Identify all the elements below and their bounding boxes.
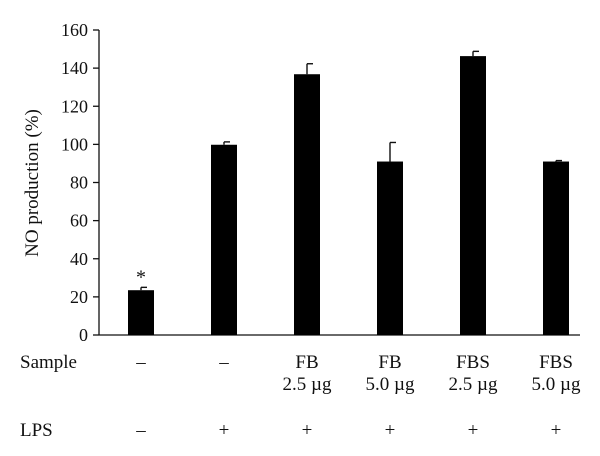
significance-annotation: * [136,266,146,288]
y-tick-label: 40 [70,249,88,269]
table-cell-text: 5.0 µg [532,374,581,395]
table-cell-text: 2.5 µg [449,374,498,395]
bar [128,290,154,335]
y-tick-label: 0 [79,325,88,345]
table-cell-text: + [302,420,313,441]
y-tick-label: 60 [70,211,88,231]
table-cell-text: + [551,420,562,441]
y-tick-label: 80 [70,173,88,193]
bar [543,161,569,335]
table-cell-text: FB [378,352,401,373]
table-row-label: LPS [20,420,53,441]
bar [460,56,486,335]
table-row-label: Sample [20,352,77,373]
bar [211,144,237,335]
table-cell-text: FB [295,352,318,373]
y-axis-label: NO production (%) [22,109,43,257]
bar [377,161,403,335]
table-cell-text: – [135,352,146,373]
table-cell-text: + [468,420,479,441]
y-tick-label: 100 [61,134,88,154]
table-cell-text: 2.5 µg [283,374,332,395]
table-cell-text: FBS [456,352,490,373]
table-cell-text: + [385,420,396,441]
y-tick-label: 20 [70,287,88,307]
bar [294,74,320,335]
y-tick-label: 120 [61,96,88,116]
table-cell-text: – [135,420,146,441]
table-cell-text: FBS [539,352,573,373]
table-cell-text: – [218,352,229,373]
y-tick-label: 160 [61,20,88,40]
table-cell-text: 5.0 µg [366,374,415,395]
table-cell-text: + [219,420,230,441]
y-tick-label: 140 [61,58,88,78]
